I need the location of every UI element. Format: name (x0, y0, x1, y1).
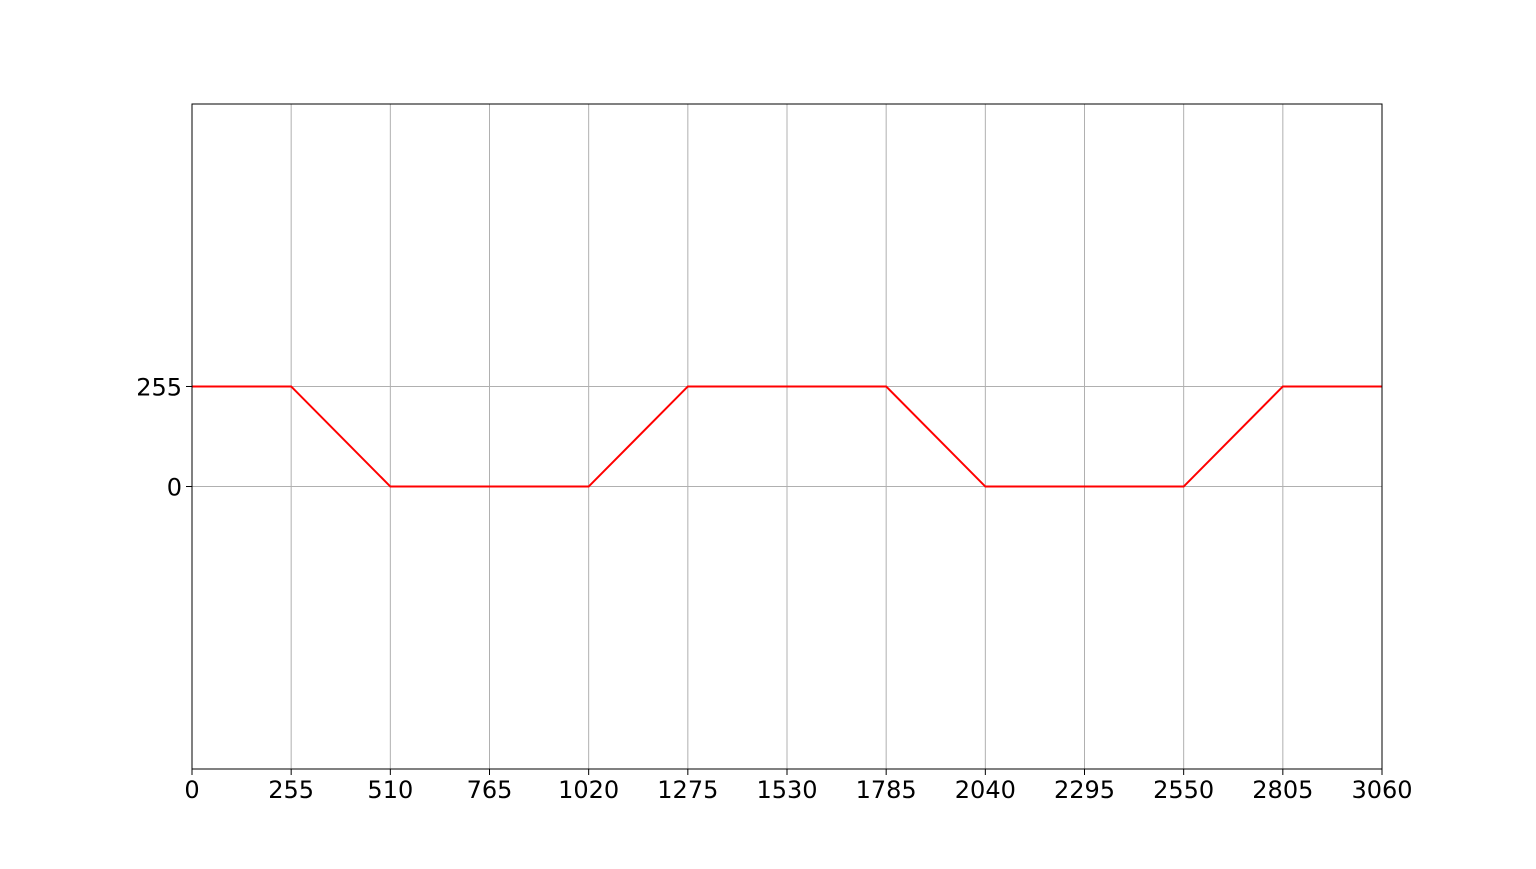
series-layer (192, 385, 1382, 488)
x-tick-label: 0 (184, 776, 199, 804)
x-tick-label: 510 (367, 776, 413, 804)
y-tick-label: 0 (167, 474, 182, 502)
x-tick-label: 2040 (955, 776, 1016, 804)
x-tick-label: 1020 (558, 776, 619, 804)
x-tick-label: 1785 (856, 776, 917, 804)
x-tick-label: 765 (467, 776, 513, 804)
y-tick-label: 255 (136, 373, 182, 401)
y-axis: 0 255 (136, 373, 192, 502)
grid (191, 104, 1383, 769)
x-tick-label: 3060 (1351, 776, 1412, 804)
x-tick-label: 1530 (756, 776, 817, 804)
x-axis: 0 255 510 765 1020 1275 1530 1785 2040 2295 2550 28… (184, 769, 1413, 804)
x-tick-label: 2295 (1054, 776, 1115, 804)
x-tick-label: 2550 (1153, 776, 1214, 804)
x-tick-label: 2805 (1252, 776, 1313, 804)
series-line (192, 385, 1382, 488)
x-tick-label: 255 (268, 776, 314, 804)
x-tick-label: 1275 (657, 776, 718, 804)
